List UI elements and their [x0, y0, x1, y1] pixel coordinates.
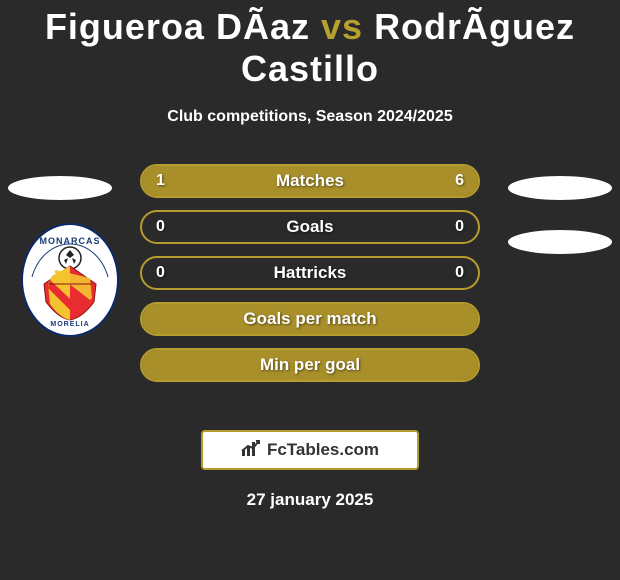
monarcas-badge-icon: MONARCAS MORELIA	[20, 222, 120, 338]
svg-text:MORELIA: MORELIA	[50, 321, 89, 328]
stats-area: MONARCAS MORELIA 16Matches 00Goals 00Hattr…	[0, 164, 620, 424]
player1-name: Figueroa DÃ­az	[45, 6, 310, 47]
stat-label: Matches	[142, 171, 478, 191]
stat-label: Goals per match	[142, 309, 478, 329]
player2-photo-placeholder	[508, 176, 612, 200]
vs-separator: vs	[321, 6, 363, 47]
svg-text:MONARCAS: MONARCAS	[40, 236, 101, 246]
stat-rows: 16Matches 00Goals 00Hattricks Goals per mat…	[140, 164, 480, 394]
stat-row: Min per goal	[140, 348, 480, 382]
comparison-card: Figueroa DÃ­az vs RodrÃ­guez Castillo Cl…	[0, 0, 620, 580]
stat-row: Goals per match	[140, 302, 480, 336]
brand-text: FcTables.com	[267, 440, 379, 460]
stat-row: 00Hattricks	[140, 256, 480, 290]
stat-label: Hattricks	[142, 263, 478, 283]
footer-date: 27 january 2025	[0, 490, 620, 510]
stat-label: Min per goal	[142, 355, 478, 375]
player1-photo-placeholder	[8, 176, 112, 200]
subtitle: Club competitions, Season 2024/2025	[0, 108, 620, 126]
source-badge: FcTables.com	[201, 430, 419, 470]
player2-club-placeholder	[508, 230, 612, 254]
player1-club-badge: MONARCAS MORELIA	[20, 222, 120, 338]
page-title: Figueroa DÃ­az vs RodrÃ­guez Castillo	[0, 0, 620, 90]
chart-icon	[241, 439, 261, 462]
stat-row: 16Matches	[140, 164, 480, 198]
stat-label: Goals	[142, 217, 478, 237]
stat-row: 00Goals	[140, 210, 480, 244]
